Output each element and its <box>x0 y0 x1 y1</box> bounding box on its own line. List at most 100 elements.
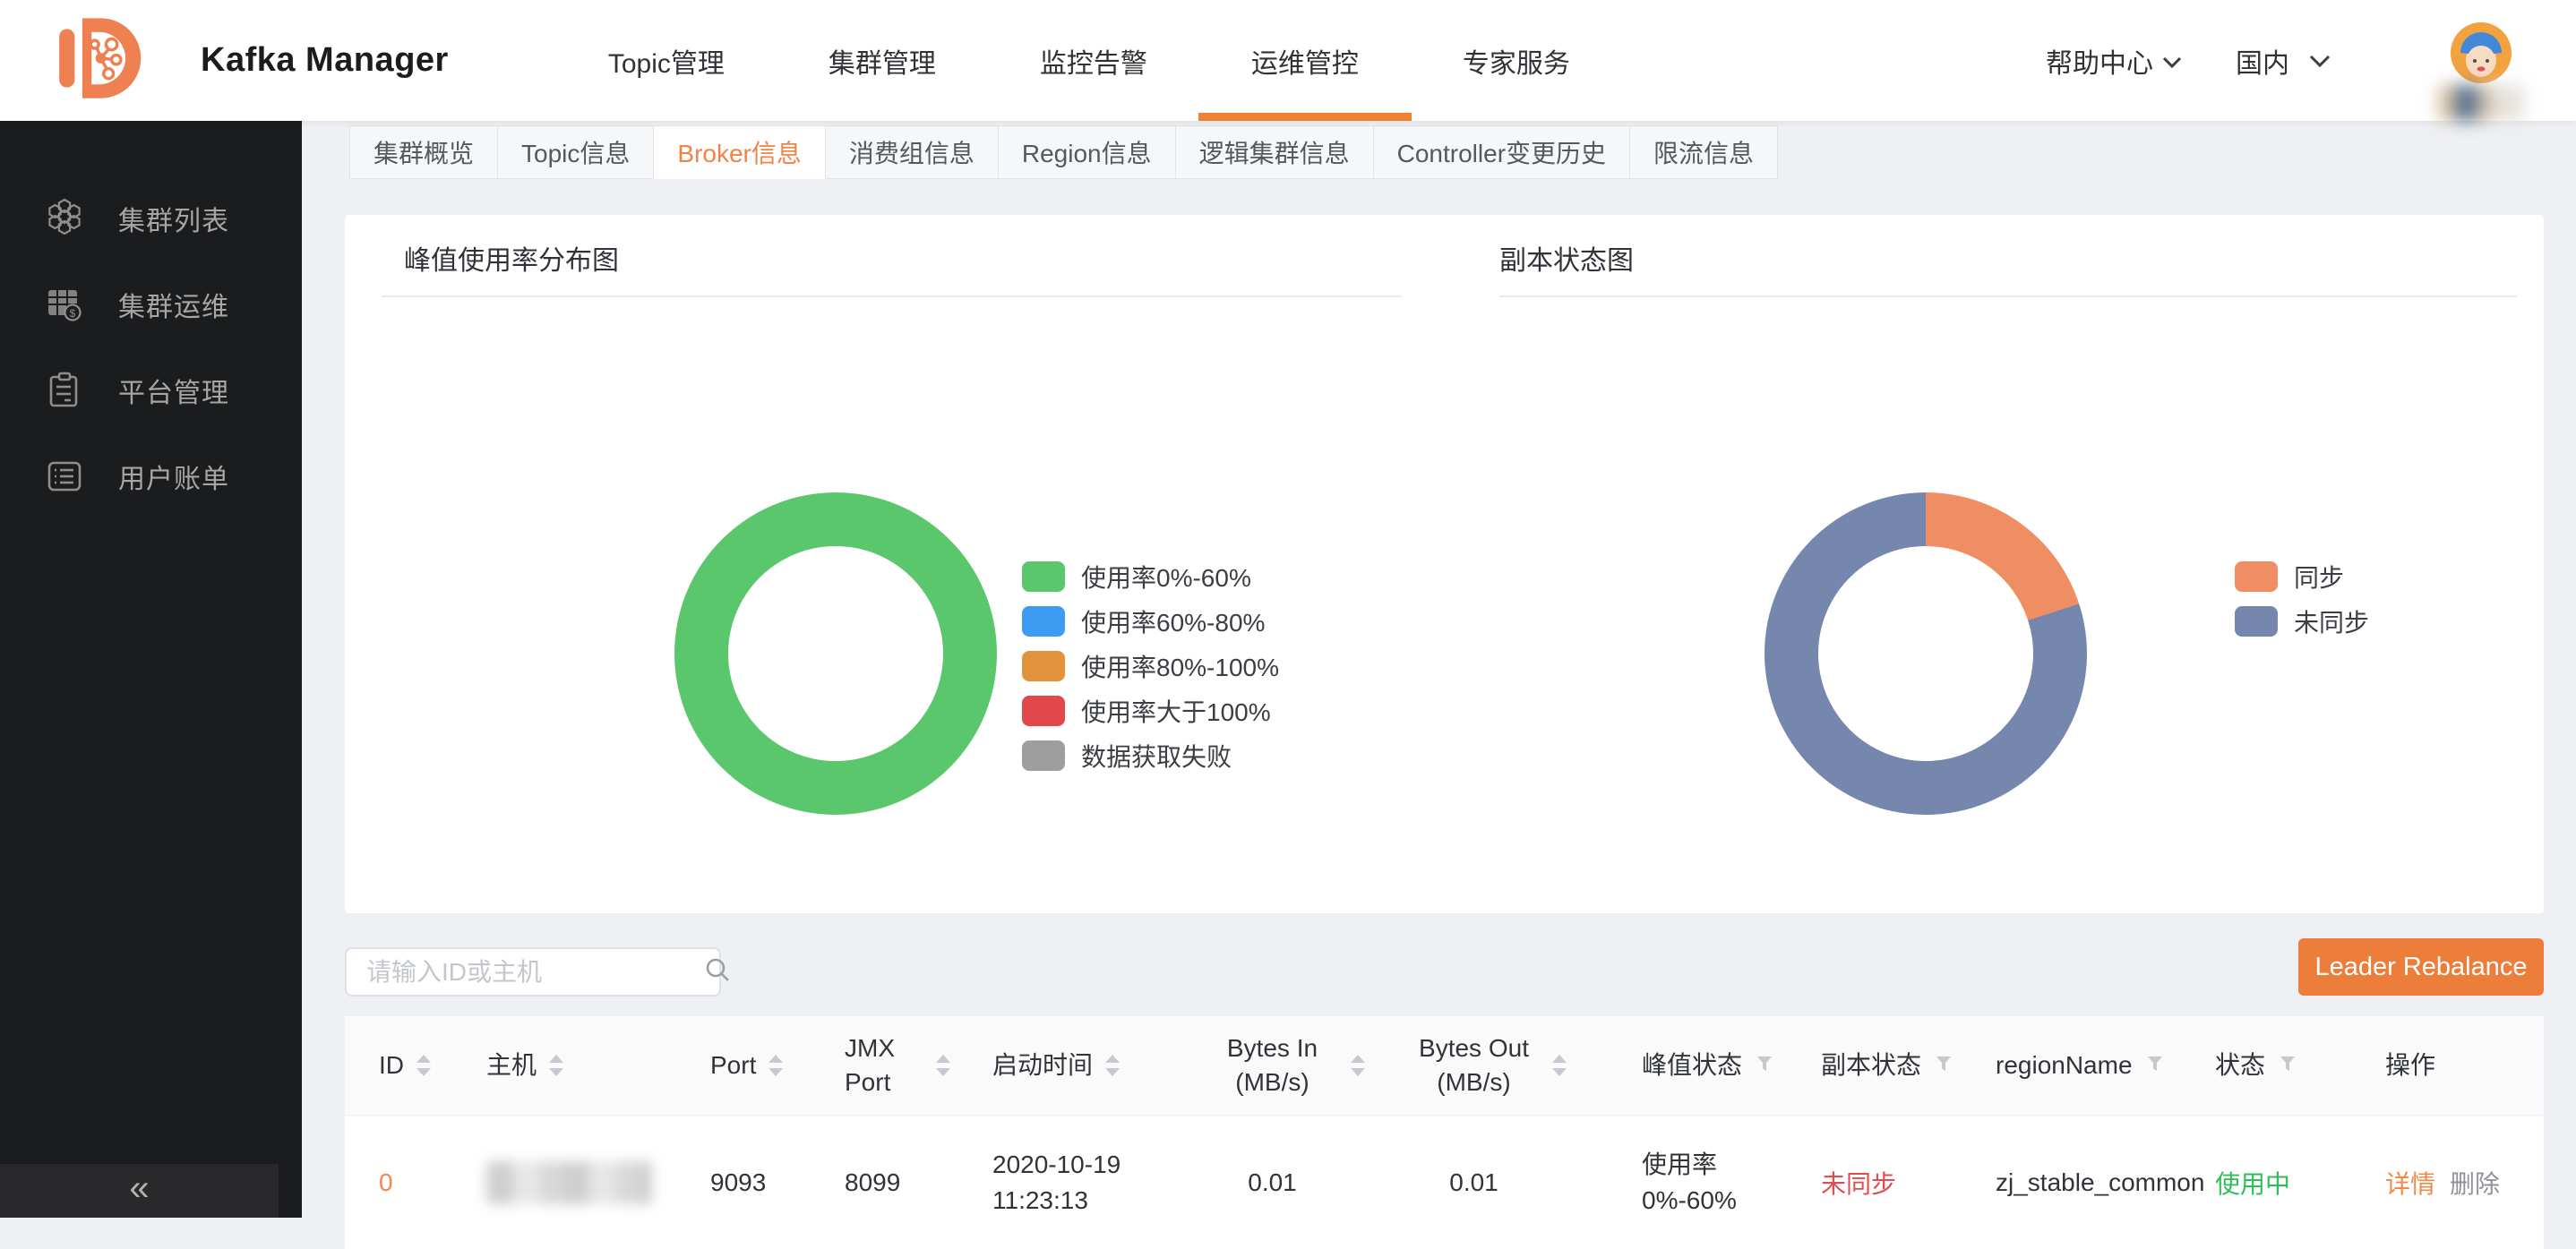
sort-icon[interactable] <box>1351 1055 1365 1076</box>
tab-throttle-info[interactable]: 限流信息 <box>1630 125 1779 179</box>
replica-status-donut-chart <box>1765 492 2087 815</box>
broker-table: ID 主机 Port JMX Port 启动时间 Bytes In (MB/s) <box>345 1016 2544 1249</box>
sidebar-item-user-bill[interactable]: 用户账单 <box>0 433 302 519</box>
jmx-port-value: 8099 <box>845 1168 901 1196</box>
legend-swatch <box>1022 696 1065 726</box>
leader-rebalance-button[interactable]: Leader Rebalance <box>2298 938 2544 996</box>
chevron-down-icon <box>2309 46 2331 76</box>
divider <box>382 295 1402 297</box>
replica-status-value: 未同步 <box>1821 1169 1897 1198</box>
sidebar-item-cluster-ops[interactable]: $ 集群运维 <box>0 261 302 347</box>
status-value: 使用中 <box>2215 1169 2291 1198</box>
filter-funnel-icon[interactable] <box>1934 1051 1953 1080</box>
tab-consumer-group-info[interactable]: 消费组信息 <box>825 125 999 179</box>
col-header-id: ID <box>372 1048 479 1082</box>
peak-status-value: 使用率 0%-60% <box>1642 1150 1737 1214</box>
tab-broker-info[interactable]: Broker信息 <box>654 125 826 179</box>
filter-funnel-icon[interactable] <box>2145 1051 2165 1080</box>
honeycomb-cluster-icon <box>43 197 86 240</box>
sort-icon[interactable] <box>1552 1055 1567 1076</box>
sort-icon[interactable] <box>1105 1055 1121 1076</box>
bytes-out-value: 0.01 <box>1449 1168 1498 1196</box>
search-input[interactable] <box>347 957 704 987</box>
legend-item[interactable]: 使用率60%-80% <box>1022 606 1279 637</box>
detail-link[interactable]: 详情 <box>2385 1169 2436 1198</box>
legend-swatch <box>1022 606 1065 637</box>
col-header-replica-status: 副本状态 <box>1814 1048 1988 1082</box>
charts-card: 峰值使用率分布图 使用率0%-60% 使用率60%-80% 使用率80%-100… <box>345 215 2544 913</box>
nav-topic[interactable]: Topic管理 <box>607 48 725 79</box>
tab-logical-cluster-info[interactable]: 逻辑集群信息 <box>1175 125 1374 179</box>
sidebar-item-platform-mgmt[interactable]: 平台管理 <box>0 347 302 433</box>
nav-cluster[interactable]: 集群管理 <box>828 48 936 79</box>
region-menu[interactable]: 国内 <box>2236 41 2331 81</box>
legend-item[interactable]: 使用率大于100% <box>1022 696 1279 726</box>
nav-monitor[interactable]: 监控告警 <box>1039 48 1147 79</box>
bytes-in-value: 0.01 <box>1248 1168 1297 1196</box>
col-header-bytes-in: Bytes In (MB/s) <box>1205 1031 1406 1099</box>
region-name-value: zj_stable_common <box>1996 1168 2205 1196</box>
sort-icon[interactable] <box>936 1055 950 1076</box>
broker-search <box>345 947 729 997</box>
filter-funnel-icon[interactable] <box>1755 1051 1774 1080</box>
legend-item[interactable]: 同步 <box>2235 561 2369 592</box>
top-bar: Kafka Manager Topic管理 集群管理 监控告警 运维管控 专家服… <box>0 0 2576 121</box>
legend-swatch <box>2235 561 2278 592</box>
sort-icon[interactable] <box>416 1055 431 1076</box>
ops-sheet-coin-icon: $ <box>43 283 86 326</box>
sidebar-item-label: 集群运维 <box>118 293 229 322</box>
nav-expert[interactable]: 专家服务 <box>1462 48 1570 79</box>
col-header-peak-status: 峰值状态 <box>1635 1048 1814 1082</box>
sidebar-item-label: 集群列表 <box>118 207 229 236</box>
tab-cluster-overview[interactable]: 集群概览 <box>349 125 499 179</box>
filter-funnel-icon[interactable] <box>2278 1051 2297 1080</box>
sidebar-item-cluster-list[interactable]: 集群列表 <box>0 175 302 261</box>
legend-swatch <box>2235 606 2278 637</box>
replica-status-chart-title: 副本状态图 <box>1499 246 1634 276</box>
legend-item[interactable]: 使用率80%-100% <box>1022 651 1279 681</box>
main-nav: Topic管理 集群管理 监控告警 运维管控 专家服务 <box>556 0 1622 121</box>
delete-link[interactable]: 删除 <box>2450 1169 2501 1198</box>
port-value: 9093 <box>710 1168 767 1196</box>
col-header-status: 状态 <box>2208 1048 2378 1082</box>
legend-swatch <box>1022 651 1065 681</box>
user-avatar[interactable] <box>2438 3 2524 121</box>
legend-item[interactable]: 使用率0%-60% <box>1022 561 1279 592</box>
peak-usage-panel: 峰值使用率分布图 使用率0%-60% 使用率60%-80% 使用率80%-100… <box>345 215 1447 913</box>
replica-status-legend: 同步 未同步 <box>2235 561 2369 637</box>
cluster-tabs: 集群概览 Topic信息 Broker信息 消费组信息 Region信息 逻辑集… <box>349 125 1779 179</box>
avatar <box>2451 21 2512 83</box>
app-title: Kafka Manager <box>201 41 449 79</box>
host-redacted <box>486 1160 652 1204</box>
sidebar-item-label: 平台管理 <box>118 379 229 408</box>
legend-item[interactable]: 未同步 <box>2235 606 2369 637</box>
kafka-manager-logo-icon <box>47 9 161 112</box>
chevron-down-icon <box>2162 46 2182 76</box>
sidebar-collapse-button[interactable]: « <box>0 1164 279 1218</box>
col-header-jmx-port: JMX Port <box>837 1031 985 1099</box>
broker-id-link[interactable]: 0 <box>379 1168 393 1196</box>
col-header-host: 主机 <box>479 1048 703 1082</box>
search-icon[interactable] <box>704 956 731 988</box>
replica-status-panel: 副本状态图 同步 未同步 <box>1447 215 2544 913</box>
col-header-start-time: 启动时间 <box>985 1048 1205 1082</box>
bill-list-icon <box>43 455 86 498</box>
help-center-menu[interactable]: 帮助中心 <box>2046 41 2182 81</box>
nav-ops[interactable]: 运维管控 <box>1199 0 1411 121</box>
sidebar-item-label: 用户账单 <box>118 465 229 494</box>
legend-swatch <box>1022 561 1065 592</box>
brand: Kafka Manager <box>47 9 449 112</box>
sort-icon[interactable] <box>769 1055 784 1076</box>
tab-region-info[interactable]: Region信息 <box>998 125 1176 179</box>
table-row: 0 9093 8099 2020-10-19 11:23:13 0.01 0.0… <box>345 1115 2544 1249</box>
sort-icon[interactable] <box>549 1055 564 1076</box>
tab-controller-history[interactable]: Controller变更历史 <box>1373 125 1631 179</box>
sidebar: 集群列表 $ 集群运维 平台管理 <box>0 121 302 1218</box>
legend-swatch <box>1022 740 1065 771</box>
main-content: 集群概览 Topic信息 Broker信息 消费组信息 Region信息 逻辑集… <box>302 121 2576 1249</box>
col-header-bytes-out: Bytes Out (MB/s) <box>1406 1031 1635 1099</box>
tab-topic-info[interactable]: Topic信息 <box>498 125 655 179</box>
avatar-blurred-name <box>2438 84 2524 121</box>
legend-item[interactable]: 数据获取失败 <box>1022 740 1279 771</box>
clipboard-icon <box>43 369 86 412</box>
